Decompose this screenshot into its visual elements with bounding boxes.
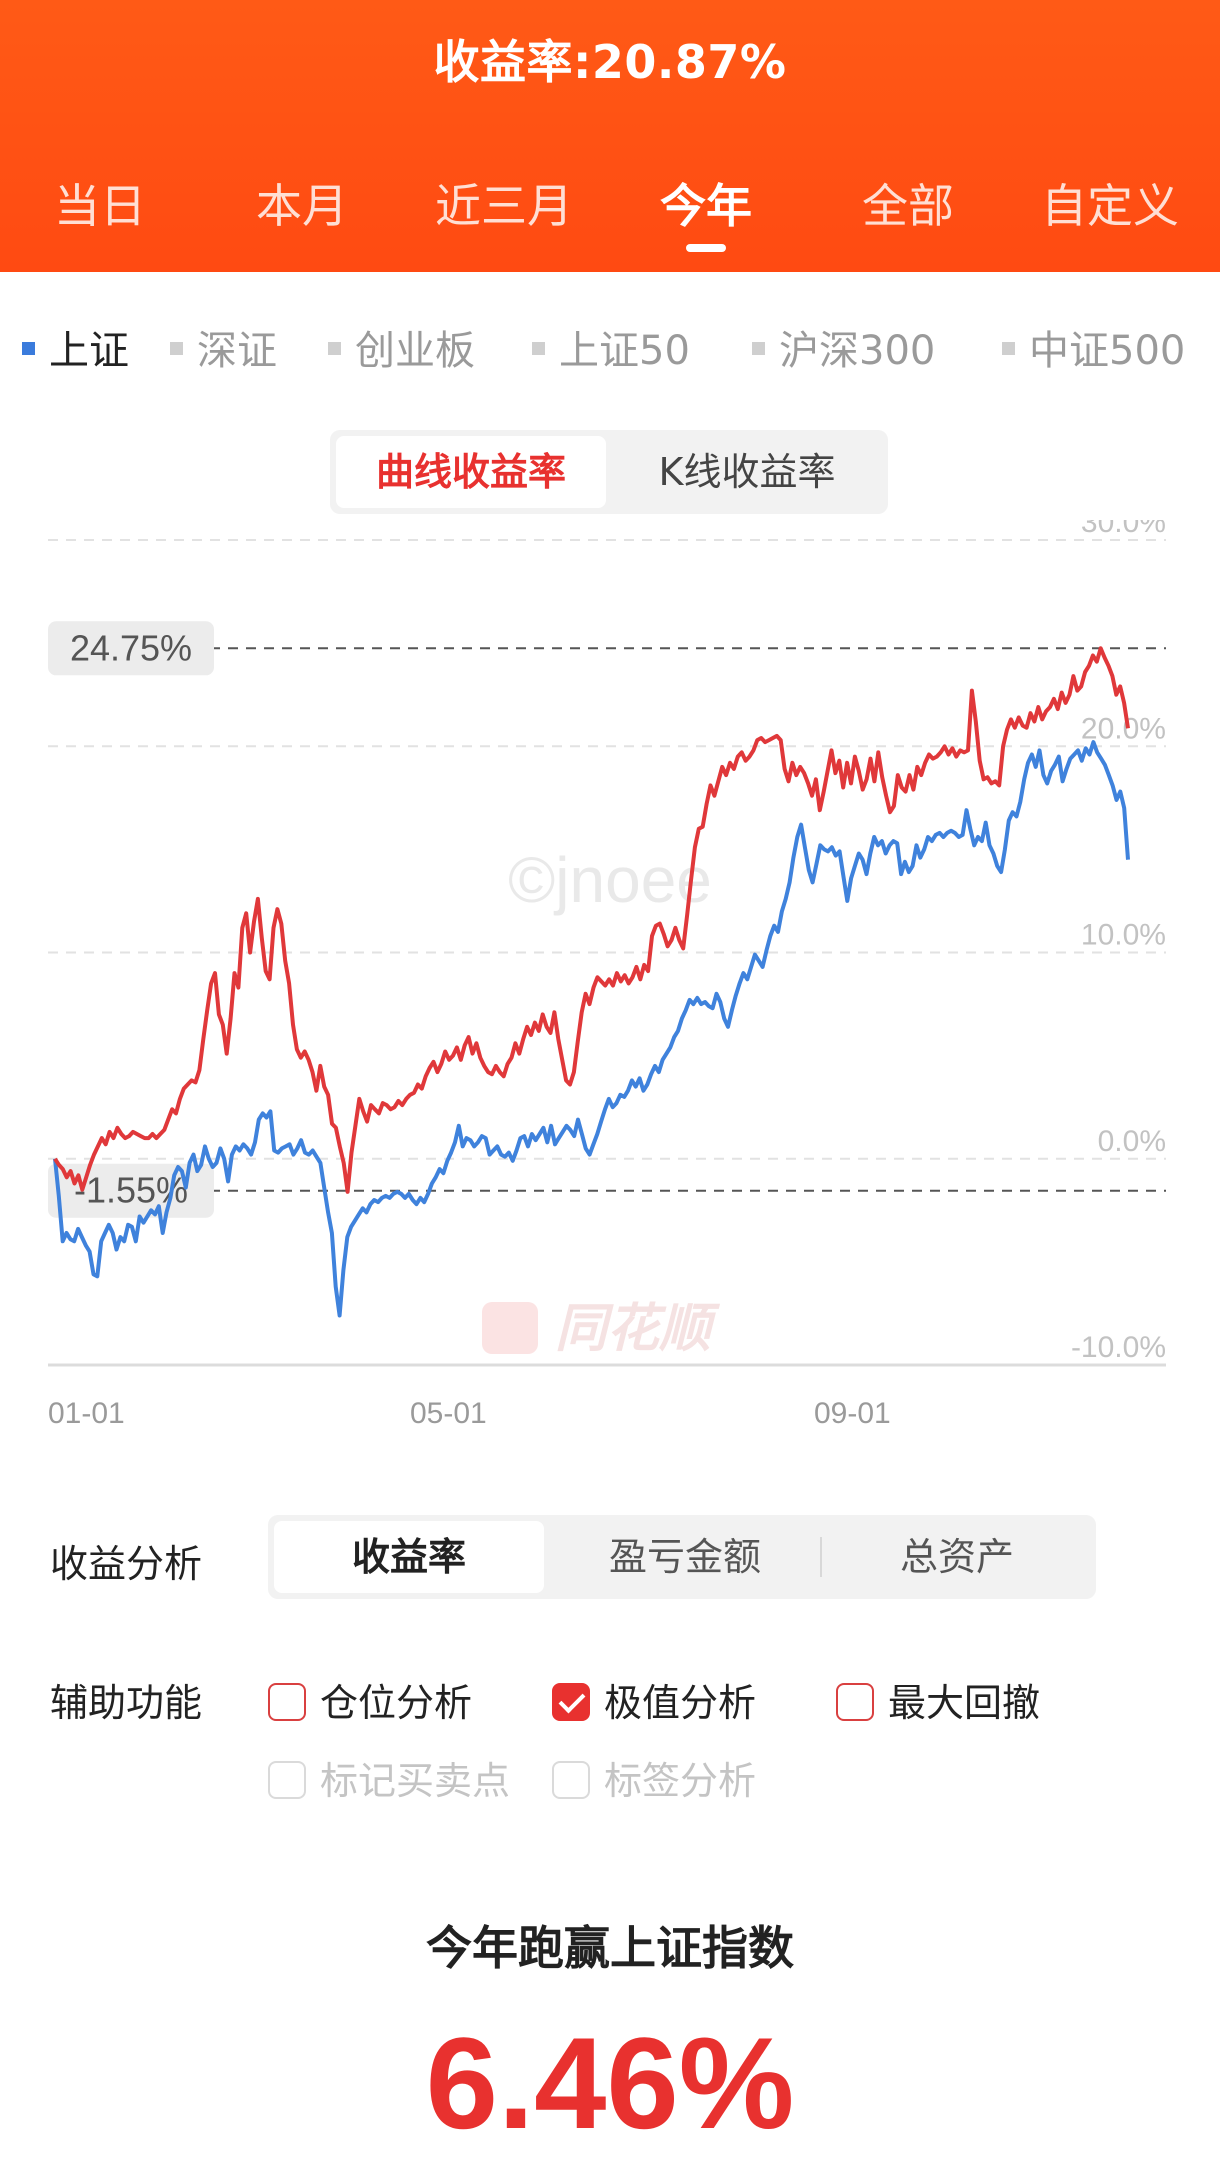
- portfolio-series-line: [53, 646, 1130, 1194]
- period-tabs: 当日 本月 近三月 今年 全部 自定义: [0, 170, 1220, 260]
- index-tab-label: 中证500: [1029, 328, 1186, 374]
- return-analysis-label: 收益分析: [50, 1542, 203, 1586]
- max-drawdown-checkbox[interactable]: 最大回撤: [836, 1672, 1040, 1727]
- segment-divider: [820, 1537, 822, 1577]
- checkbox-label: 标记买卖点: [320, 1759, 511, 1803]
- profit-loss-tab[interactable]: 盈亏金额: [608, 1535, 761, 1579]
- legend-square-icon: [532, 341, 545, 355]
- aux-functions-label: 辅助功能: [50, 1681, 203, 1725]
- brand-watermark-text: 同花顺: [555, 1299, 721, 1359]
- index-tab-label: 上证: [49, 328, 129, 374]
- tab-this-year[interactable]: 今年: [660, 179, 752, 233]
- checkbox-label: 极值分析: [604, 1681, 757, 1725]
- grid-lines: 30.0% 20.0% 10.0% 0.0% -10.0%: [48, 520, 1166, 1364]
- return-rate-tab[interactable]: 收益率: [274, 1521, 544, 1593]
- return-rate-value: 20.87%: [591, 35, 787, 89]
- index-tabs: 上证 深证 创业板 上证50 沪深300 中证500: [0, 318, 1220, 374]
- checkbox-icon: [268, 1760, 306, 1799]
- tab-last-three-months[interactable]: 近三月: [435, 179, 573, 233]
- tab-all[interactable]: 全部: [862, 179, 954, 233]
- x-tick-label: 01-01: [48, 1397, 125, 1430]
- y-tick-label: -10.0%: [1071, 1331, 1166, 1364]
- total-assets-tab[interactable]: 总资产: [899, 1535, 1014, 1579]
- return-chart: 30.0% 20.0% 10.0% 0.0% -10.0% 24.75% -1.55% ©…: [0, 520, 1220, 1440]
- return-rate-label: 收益率:: [433, 35, 592, 89]
- y-tick-label: 30.0%: [1081, 520, 1166, 539]
- return-line-chart: 30.0% 20.0% 10.0% 0.0% -10.0% 24.75%-1.55% ©…: [48, 520, 1166, 1430]
- outperform-value: 6.46%: [425, 2010, 795, 2156]
- index-tab-chinext[interactable]: 创业板: [328, 318, 475, 376]
- index-tab-csi500[interactable]: 中证500: [1002, 318, 1185, 376]
- y-tick-label: 0.0%: [1098, 1125, 1166, 1158]
- tab-this-month[interactable]: 本月: [256, 179, 348, 233]
- position-analysis-checkbox[interactable]: 仓位分析: [268, 1672, 472, 1727]
- legend-square-icon: [170, 341, 183, 355]
- chart-mode-switch: 曲线收益率 K线收益率: [330, 430, 888, 514]
- checkbox-label: 仓位分析: [320, 1681, 473, 1725]
- y-tick-label: 20.0%: [1081, 712, 1166, 745]
- legend-square-icon: [328, 341, 341, 355]
- x-tick-label: 05-01: [410, 1397, 487, 1430]
- legend-square-icon: [22, 341, 35, 355]
- checkbox-icon: [268, 1682, 306, 1721]
- checkbox-icon: [552, 1760, 590, 1799]
- aux-functions: 辅助功能 仓位分析 极值分析 最大回撤 标记买卖点 标签分析: [50, 1672, 1220, 1842]
- return-analysis-switch: 收益率 盈亏金额 总资产: [268, 1515, 1096, 1599]
- legend-square-icon: [752, 341, 765, 355]
- index-tab-csi300[interactable]: 沪深300: [752, 318, 935, 376]
- checkbox-label: 标签分析: [604, 1759, 757, 1803]
- tab-today[interactable]: 当日: [54, 179, 146, 233]
- return-analysis-row: 收益分析 收益率 盈亏金额 总资产: [50, 1515, 1220, 1605]
- active-tab-indicator: [686, 244, 726, 252]
- index-tab-label: 创业板: [355, 328, 475, 374]
- index-tab-label: 上证50: [559, 328, 690, 374]
- checkmark-icon: [552, 1682, 590, 1721]
- index-tab-label: 深证: [197, 328, 277, 374]
- checkbox-label: 最大回撤: [888, 1681, 1041, 1725]
- kline-return-button[interactable]: K线收益率: [658, 450, 836, 494]
- reference-label-box: [48, 621, 214, 676]
- index-series-line: [53, 740, 1130, 1318]
- series-lines: [53, 646, 1130, 1318]
- curve-return-button[interactable]: 曲线收益率: [336, 436, 606, 508]
- outperform-label: 今年跑赢上证指数: [426, 1921, 794, 1975]
- author-watermark: ©jnoee: [508, 844, 712, 916]
- watermarks: ©jnoee 同花顺: [482, 844, 721, 1359]
- header-bar: 收益率:20.87% 当日 本月 近三月 今年 全部 自定义: [0, 0, 1220, 272]
- brand-watermark: 同花顺: [482, 1299, 721, 1359]
- axes: 01-01 05-01 09-01: [48, 1363, 1166, 1430]
- tag-analysis-checkbox: 标签分析: [552, 1750, 756, 1805]
- x-tick-label: 09-01: [814, 1397, 891, 1430]
- return-rate-title: 收益率:20.87%: [0, 26, 1220, 92]
- extreme-analysis-checkbox[interactable]: 极值分析: [552, 1672, 756, 1727]
- index-tab-shenzhen[interactable]: 深证: [170, 318, 277, 376]
- index-tab-shanghai[interactable]: 上证: [22, 318, 129, 376]
- reference-lines: 24.75%-1.55%: [48, 621, 1166, 1218]
- legend-square-icon: [1002, 341, 1015, 355]
- reference-label: 24.75%: [70, 627, 192, 668]
- y-tick-label: 10.0%: [1081, 919, 1166, 952]
- index-tab-label: 沪深300: [779, 328, 936, 374]
- buy-sell-points-checkbox: 标记买卖点: [268, 1750, 510, 1805]
- checkbox-icon: [836, 1682, 874, 1721]
- index-tab-sse50[interactable]: 上证50: [532, 318, 690, 376]
- tab-custom[interactable]: 自定义: [1041, 179, 1179, 233]
